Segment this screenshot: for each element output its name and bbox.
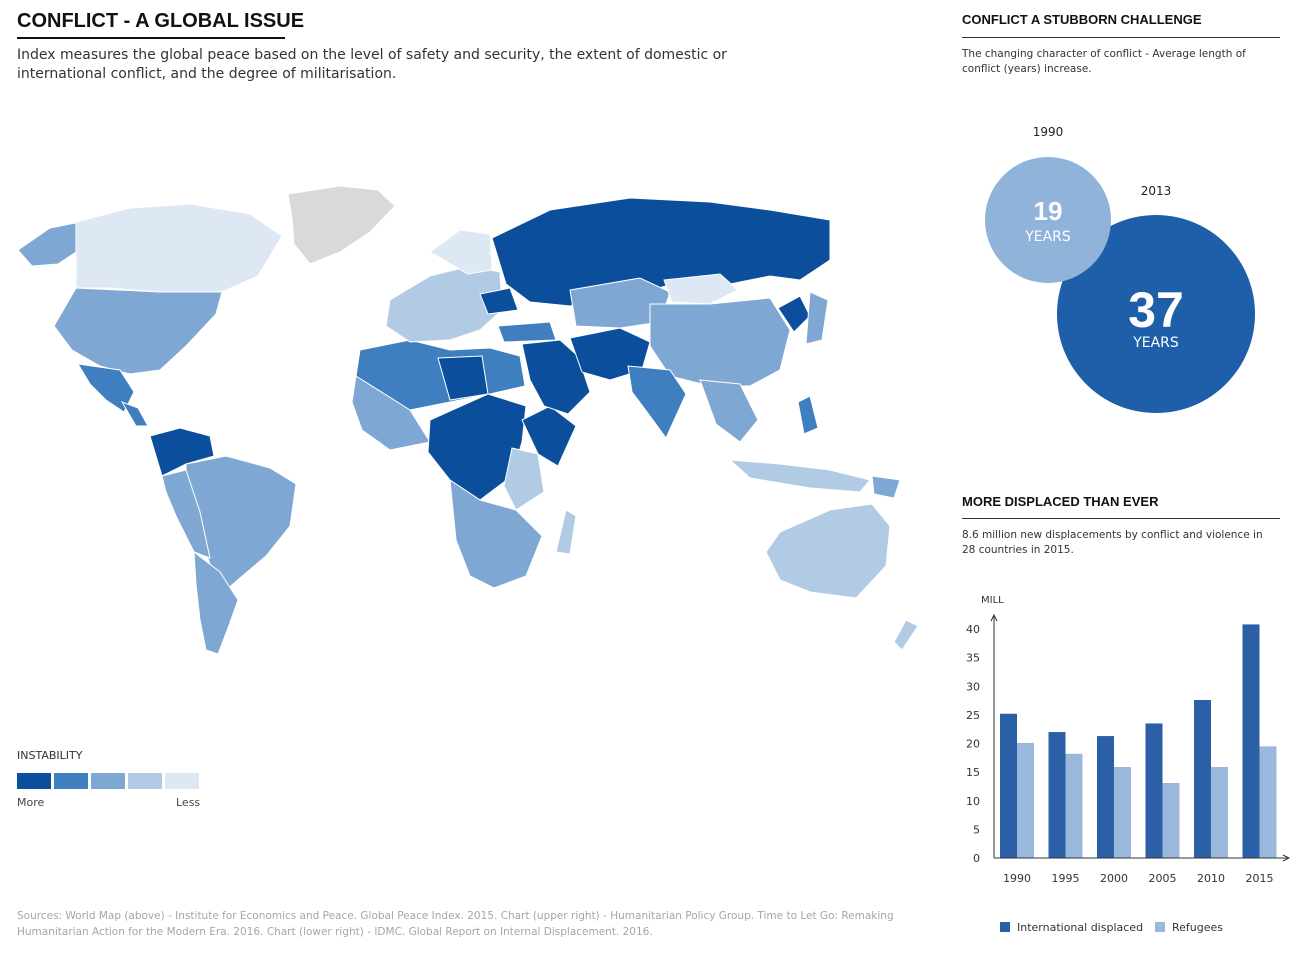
map-region-indonesia <box>728 459 871 493</box>
legend-swatch-1 <box>17 773 51 789</box>
displacement-bar-chart: MILL 0 5 10 15 20 25 30 35 40 1990 1995 2000 2005 20… <box>966 595 1291 934</box>
map-region-southern-africa <box>449 478 543 589</box>
bar-international-displaced-2000 <box>1097 736 1114 858</box>
map-region-china <box>649 297 791 387</box>
map-region-russia <box>491 197 831 307</box>
map-region-turkey <box>497 321 557 343</box>
bar-international-displaced-2015 <box>1242 624 1260 858</box>
y-axis-arrow <box>990 613 998 622</box>
legend-refugees-label: Refugees <box>1172 921 1223 934</box>
bar-refugees-2015 <box>1259 746 1277 858</box>
x-tick-1995: 1995 <box>1052 872 1080 885</box>
map-region-papua-new-guinea <box>871 475 901 499</box>
y-tick-40: 40 <box>966 623 980 636</box>
bar-international-displaced-2010 <box>1194 699 1211 858</box>
bubble-1990 <box>985 157 1111 283</box>
map-region-alaska <box>17 221 81 267</box>
value-2013: 37 <box>1128 282 1184 338</box>
map-region-canada <box>75 203 283 293</box>
map-region-east-africa <box>503 447 545 511</box>
page-title: CONFLICT - A GLOBAL ISSUE <box>17 10 305 32</box>
map-region-korea-japan <box>777 291 829 345</box>
map-region-andes <box>161 469 211 559</box>
legend-swatches <box>17 773 199 789</box>
legend-swatch-4 <box>128 773 162 789</box>
map-region-middle-east <box>521 339 591 415</box>
displaced-rule <box>962 518 1280 519</box>
y-axis-title: MILL <box>981 595 1004 606</box>
legend-more-label: More <box>17 796 45 809</box>
legend-title: INSTABILITY <box>17 749 83 762</box>
stubborn-title: CONFLICT A STUBBORN CHALLENGE <box>962 12 1202 27</box>
map-region-mongolia <box>663 273 739 305</box>
map-region-usa <box>53 287 223 375</box>
stubborn-rule <box>962 37 1280 38</box>
map-region-horn-of-africa <box>521 405 577 467</box>
legend-swatch-3 <box>91 773 125 789</box>
bar-refugees-1995 <box>1065 753 1083 858</box>
y-tick-15: 15 <box>966 766 980 779</box>
x-axis-arrow <box>1282 854 1291 862</box>
y-axis-ticks: 0 5 10 15 20 25 30 35 40 <box>966 623 980 865</box>
map-region-ukraine <box>479 287 519 315</box>
y-tick-5: 5 <box>973 823 980 836</box>
x-tick-2010: 2010 <box>1197 872 1225 885</box>
page-subtitle: Index measures the global peace based on… <box>17 47 727 82</box>
legend-swatch-5 <box>165 773 199 789</box>
bar-refugees-1990 <box>1017 742 1034 858</box>
map-region-australia <box>765 503 891 599</box>
legend-international-swatch <box>1000 922 1010 932</box>
x-tick-2015: 2015 <box>1246 872 1274 885</box>
conflict-length-bubbles: 1990 2013 19 YEARS 37 YEARS <box>985 125 1255 413</box>
bar-refugees-2000 <box>1114 766 1131 858</box>
map-region-west-africa <box>351 375 431 451</box>
map-region-central-america <box>120 401 149 427</box>
map-region-philippines <box>797 395 819 435</box>
y-tick-25: 25 <box>966 709 980 722</box>
map-region-southern-cone <box>193 550 239 655</box>
stubborn-description: The changing character of conflict - Ave… <box>962 48 1246 75</box>
legend-international-label: International displaced <box>1017 921 1143 934</box>
map-region-greenland <box>287 185 396 265</box>
map-region-new-zealand <box>893 619 919 651</box>
legend-swatch-2 <box>54 773 88 789</box>
unit-2013: YEARS <box>1132 335 1179 351</box>
x-tick-1990: 1990 <box>1003 872 1031 885</box>
map-region-india <box>627 365 687 439</box>
x-tick-2005: 2005 <box>1149 872 1177 885</box>
world-map <box>17 185 919 655</box>
legend-less-label: Less <box>176 796 201 809</box>
displaced-description: 8.6 million new displacements by conflic… <box>962 529 1263 556</box>
sources-text: Sources: World Map (above) - Institute f… <box>17 910 894 938</box>
unit-1990: YEARS <box>1024 229 1071 245</box>
legend-refugees-swatch <box>1155 922 1165 932</box>
y-tick-30: 30 <box>966 680 980 693</box>
y-tick-0: 0 <box>973 852 980 865</box>
bar-international-displaced-1995 <box>1048 732 1066 858</box>
label-1990: 1990 <box>1033 125 1064 139</box>
chart-legend: International displaced Refugees <box>1000 921 1223 934</box>
map-region-scandinavia <box>429 229 493 275</box>
x-tick-2000: 2000 <box>1100 872 1128 885</box>
bubble-2013 <box>1057 215 1255 413</box>
map-region-southeast-asia <box>699 379 759 443</box>
map-region-mexico <box>77 363 135 413</box>
bar-international-displaced-2005 <box>1145 723 1163 858</box>
bar-international-displaced-1990 <box>1000 713 1017 858</box>
map-region-madagascar <box>555 509 577 555</box>
label-2013: 2013 <box>1141 184 1172 198</box>
x-axis-ticks: 1990 1995 2000 2005 2010 2015 <box>1003 872 1274 885</box>
y-tick-20: 20 <box>966 738 980 751</box>
y-tick-10: 10 <box>966 795 980 808</box>
value-1990: 19 <box>1034 196 1063 226</box>
y-tick-35: 35 <box>966 652 980 665</box>
displaced-title: MORE DISPLACED THAN EVER <box>962 494 1159 509</box>
title-underline <box>17 37 285 39</box>
bars <box>1000 624 1277 858</box>
map-region-europe <box>385 265 503 343</box>
bar-refugees-2010 <box>1211 766 1228 858</box>
bar-refugees-2005 <box>1162 783 1180 858</box>
